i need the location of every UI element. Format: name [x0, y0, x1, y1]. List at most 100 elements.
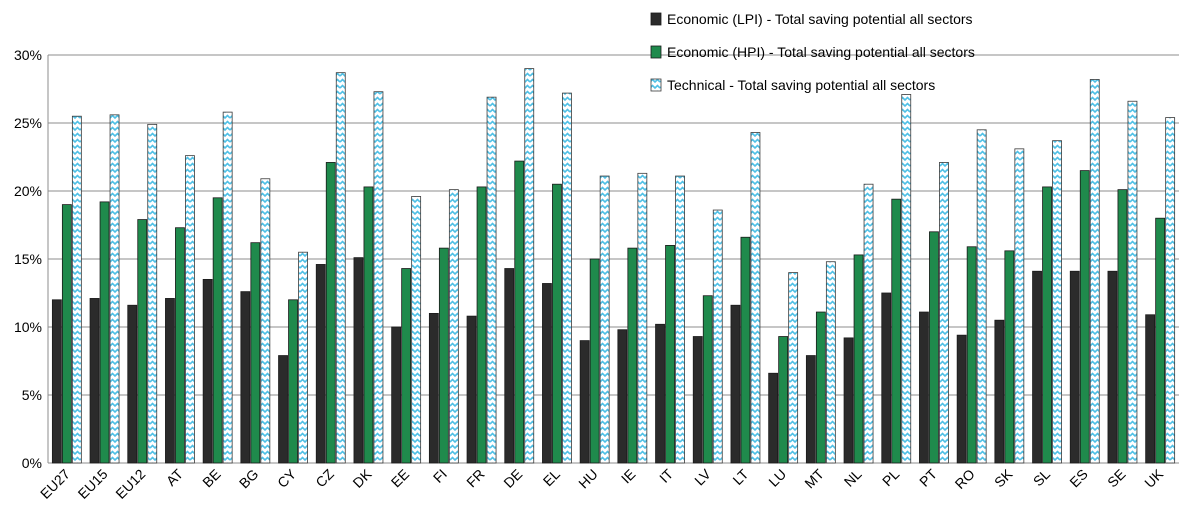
- bar-2: [438, 247, 449, 464]
- bar-1: [202, 278, 213, 464]
- bar-3: [939, 162, 949, 464]
- bar-2: [627, 247, 638, 464]
- bar-1: [617, 329, 628, 464]
- bar-2: [1079, 170, 1090, 464]
- bars: [51, 68, 1176, 464]
- bar-2: [363, 186, 374, 464]
- x-tick-label: ES: [1066, 466, 1091, 491]
- bar-3: [147, 123, 158, 464]
- x-tick-label: DE: [500, 466, 525, 491]
- bar-3: [260, 178, 271, 464]
- bar-3: [486, 96, 497, 464]
- bar-1: [1069, 270, 1080, 464]
- bar-2: [589, 258, 600, 464]
- bar-1: [768, 372, 779, 464]
- x-tick-label: LT: [729, 466, 751, 488]
- bar-3: [448, 189, 459, 464]
- bar-1: [542, 283, 552, 464]
- bar-1: [504, 268, 515, 464]
- bar-2: [401, 268, 412, 464]
- bar-1: [1145, 314, 1156, 464]
- bar-2: [1042, 186, 1052, 464]
- legend-label: Economic (HPI) - Total saving potential …: [667, 44, 975, 60]
- bar-2: [250, 242, 261, 464]
- bar-1: [730, 304, 741, 464]
- x-tick-label: EU15: [75, 466, 111, 502]
- x-tick-label: BE: [199, 466, 224, 491]
- bar-3: [1127, 100, 1138, 464]
- x-tick-label: EE: [388, 466, 413, 491]
- bar-1: [805, 355, 816, 464]
- bar-1: [391, 326, 402, 464]
- bar-3: [185, 155, 195, 464]
- bar-3: [562, 92, 572, 464]
- bar-2: [966, 246, 977, 464]
- bar-1: [353, 257, 364, 464]
- bar-2: [891, 198, 902, 464]
- bar-2: [1004, 250, 1015, 464]
- bar-3: [222, 111, 233, 464]
- y-tick-label: 25%: [14, 115, 42, 131]
- x-tick-label: PL: [879, 466, 903, 490]
- x-tick-label: EU27: [37, 466, 73, 502]
- bar-2: [288, 299, 298, 464]
- y-tick-label: 10%: [14, 319, 42, 335]
- bar-2: [1155, 217, 1166, 464]
- x-tick-label: HU: [575, 466, 601, 492]
- bar-2: [476, 186, 487, 464]
- legend-label: Economic (LPI) - Total saving potential …: [667, 11, 973, 27]
- bar-2: [740, 236, 751, 464]
- x-tick-label: SL: [1030, 466, 1054, 490]
- legend: Economic (LPI) - Total saving potential …: [650, 11, 975, 93]
- bar-1: [278, 355, 288, 464]
- x-tick-label: DK: [350, 465, 376, 491]
- bar-1: [428, 312, 439, 464]
- bar-2: [552, 183, 562, 464]
- bar-3: [1089, 79, 1100, 464]
- bar-3: [750, 132, 761, 464]
- bar-3: [373, 91, 384, 464]
- bar-1: [579, 340, 590, 464]
- x-tick-label: LU: [765, 466, 789, 490]
- bar-2: [665, 244, 675, 464]
- bar-3: [411, 196, 422, 464]
- legend-swatch: [650, 78, 662, 92]
- x-tick-label: FR: [463, 466, 488, 491]
- y-tick-label: 5%: [22, 387, 42, 403]
- legend-label: Technical - Total saving potential all s…: [667, 77, 935, 93]
- bar-1: [1107, 270, 1118, 464]
- bar-3: [1052, 140, 1062, 464]
- x-tick-label: RO: [952, 466, 978, 492]
- bar-3: [901, 94, 912, 464]
- bar-3: [788, 272, 799, 464]
- bar-3: [976, 129, 987, 464]
- x-tick-label: MT: [801, 465, 827, 491]
- x-tick-label: CY: [274, 465, 300, 491]
- bar-2: [175, 227, 185, 464]
- bar-2: [99, 201, 110, 464]
- gridlines: [48, 54, 1179, 396]
- bar-1: [1032, 270, 1042, 464]
- bar-1: [655, 323, 665, 464]
- bar-3: [298, 251, 308, 464]
- bar-3: [1165, 117, 1176, 464]
- bar-3: [71, 115, 82, 464]
- y-tick-label: 30%: [14, 47, 42, 63]
- x-tick-labels: EU27 EU15 EU12 AT BE BG CY CZ DK EE FI FR DE EL HU IE IT…: [37, 465, 1167, 502]
- x-tick-label: EU12: [112, 466, 148, 502]
- bar-2: [61, 204, 72, 464]
- bar-3: [599, 175, 610, 464]
- x-tick-label: NL: [841, 466, 865, 490]
- bar-1: [692, 336, 703, 464]
- bar-1: [956, 334, 967, 464]
- x-tick-label: SK: [991, 465, 1016, 490]
- bar-1: [919, 311, 929, 464]
- bar-2: [514, 160, 525, 464]
- bar-1: [315, 264, 326, 464]
- y-tick-label: 15%: [14, 251, 42, 267]
- x-tick-label: FI: [430, 466, 450, 486]
- bar-3: [109, 114, 120, 464]
- x-tick-label: IT: [656, 465, 676, 485]
